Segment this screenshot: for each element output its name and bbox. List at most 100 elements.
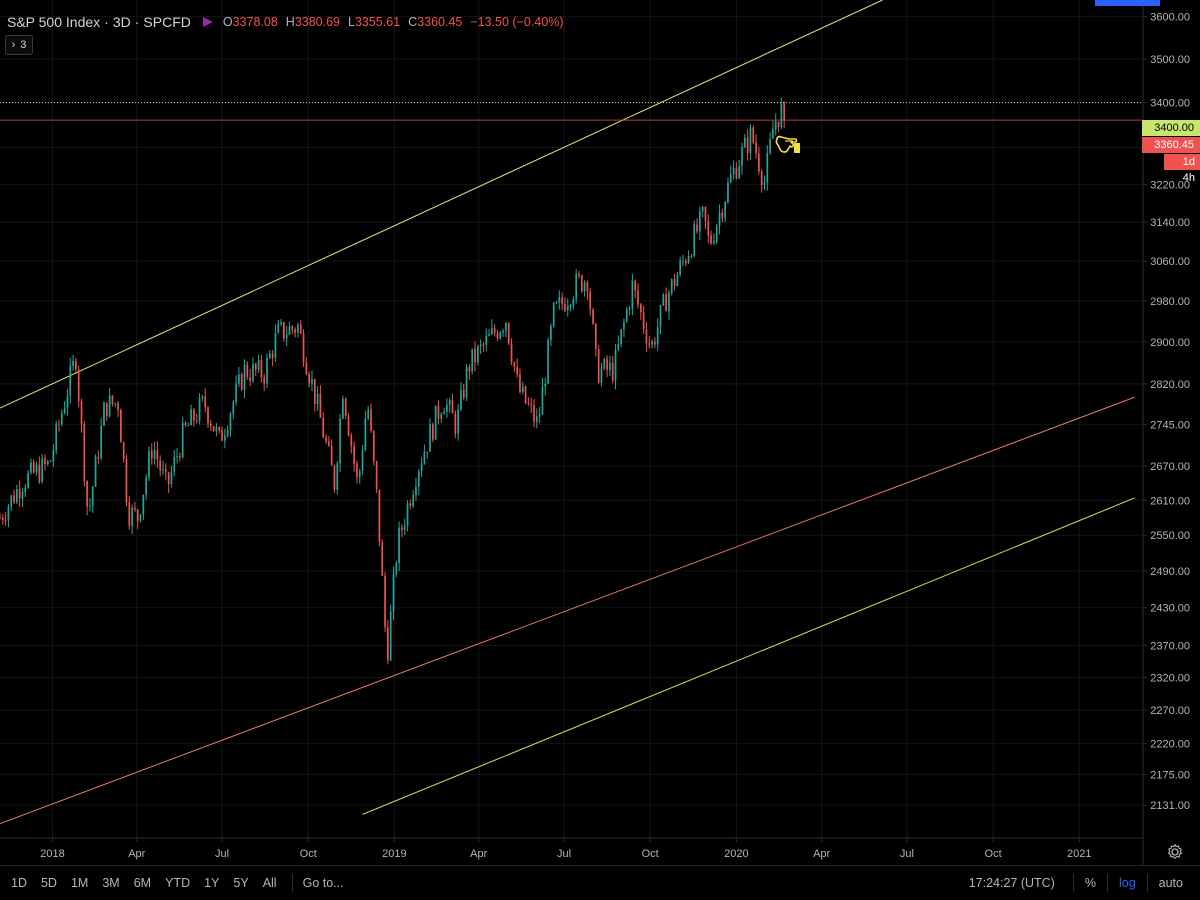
open-value: 3378.08 xyxy=(232,15,278,29)
candle-body xyxy=(328,441,330,446)
candle-body xyxy=(246,364,249,378)
legend-symbol[interactable]: S&P 500 Index xyxy=(7,14,101,30)
channel-lines[interactable] xyxy=(0,0,1135,825)
candle-body xyxy=(530,403,533,406)
candle-body xyxy=(772,129,774,139)
channel-line-lower[interactable] xyxy=(362,497,1135,815)
candle-body xyxy=(263,377,266,384)
time-tick-label: Jul xyxy=(557,848,571,860)
legend-exchange[interactable]: SPCFD xyxy=(143,14,191,30)
candle-body xyxy=(718,212,721,226)
candle-body xyxy=(367,409,370,419)
candle-body xyxy=(44,458,46,464)
price-tick-label: 2370.00 xyxy=(1150,640,1190,652)
candle-body xyxy=(145,477,147,495)
timeframe-ytd-button[interactable]: YTD xyxy=(165,876,191,890)
candle-body xyxy=(299,324,302,334)
candle-body xyxy=(117,403,119,410)
candle-body xyxy=(682,260,684,262)
candle-body xyxy=(142,494,145,515)
candle-body xyxy=(305,362,308,375)
indicators-toggle-button[interactable]: › 3 xyxy=(5,35,33,55)
time-axis[interactable]: 2018 Apr Jul Oct 2019 Apr Jul Oct 2020 Apr Jul Oct 2… xyxy=(40,838,1092,860)
candle-body xyxy=(426,451,429,453)
candle-body xyxy=(49,460,52,462)
timeframe-1d-button[interactable]: 1D xyxy=(11,876,27,890)
candle-body xyxy=(611,362,614,381)
close-value: 3360.45 xyxy=(417,15,463,29)
price-tick-label: 2610.00 xyxy=(1150,495,1190,507)
utc-clock[interactable]: 17:24:27 (UTC) xyxy=(968,876,1055,890)
candle-body xyxy=(645,328,648,344)
candle-body xyxy=(114,403,117,405)
candle-body xyxy=(7,506,10,521)
candle-body xyxy=(139,514,142,521)
percent-scale-toggle[interactable]: % xyxy=(1084,876,1096,890)
price-tick-label: 3400.00 xyxy=(1150,98,1190,110)
timeframe-5d-button[interactable]: 5D xyxy=(40,876,57,890)
candle-body xyxy=(603,359,606,369)
candle-body xyxy=(0,517,1,519)
candle-body xyxy=(38,464,41,482)
timeframe-3m-button[interactable]: 3M xyxy=(102,876,120,890)
high-value: 3380.69 xyxy=(294,15,340,29)
candle-body xyxy=(181,422,184,458)
toolbar-divider xyxy=(1106,874,1108,892)
candle-body xyxy=(401,527,403,531)
candle-body xyxy=(513,361,516,367)
candle-body xyxy=(344,398,347,417)
candle-body xyxy=(412,495,415,507)
candle-body xyxy=(547,340,549,384)
timeframe-5y-button[interactable]: 5Y xyxy=(233,876,249,890)
gear-icon[interactable] xyxy=(1166,843,1184,861)
candle-body xyxy=(156,449,159,460)
candle-body xyxy=(60,413,63,425)
candle-body xyxy=(370,409,372,431)
channel-line-upper[interactable] xyxy=(0,0,883,409)
bottom-toolbar: 1D 5D 1M 3M 6M YTD 1Y 5Y All Go to... 17… xyxy=(0,865,1200,900)
candle-body xyxy=(167,472,170,485)
timeframe-all-button[interactable]: All xyxy=(262,876,277,890)
timeframe-1m-button[interactable]: 1M xyxy=(70,876,89,890)
price-axis[interactable]: 3600.003500.003400.003300.003220.003140.… xyxy=(1143,12,1190,813)
go-to-date-button[interactable]: Go to... xyxy=(302,876,344,890)
auto-scale-toggle[interactable]: auto xyxy=(1158,876,1183,890)
flag-icon[interactable] xyxy=(202,17,213,27)
candle-body xyxy=(704,206,707,221)
candle-body xyxy=(201,396,204,399)
candle-body xyxy=(100,425,103,459)
candle-body xyxy=(687,256,690,263)
candle-body xyxy=(561,297,563,304)
price-lines[interactable] xyxy=(0,102,1143,121)
candle-body xyxy=(77,369,80,402)
log-scale-toggle[interactable]: log xyxy=(1118,876,1136,890)
candle-body xyxy=(454,413,457,434)
candle-body xyxy=(10,495,13,507)
candle-body xyxy=(224,435,226,441)
candle-body xyxy=(356,463,358,477)
candle-body xyxy=(544,383,547,387)
price-chart[interactable]: 3600.003500.003400.003300.003220.003140.… xyxy=(0,0,1200,865)
candle-body xyxy=(699,211,701,232)
candle-body xyxy=(479,344,482,347)
candle-body xyxy=(319,393,322,418)
candle-body xyxy=(32,462,35,473)
candle-body xyxy=(381,542,384,576)
candle-body xyxy=(727,182,729,203)
candle-body xyxy=(52,450,55,462)
horizontal-line-price-label[interactable]: 3400.00 xyxy=(1142,120,1200,136)
candle-body xyxy=(364,418,367,451)
candle-body xyxy=(766,152,769,183)
timeframe-6m-button[interactable]: 6M xyxy=(133,876,152,890)
legend-interval[interactable]: 3D xyxy=(112,14,131,30)
candle-body xyxy=(676,274,679,286)
candle-body xyxy=(240,374,243,390)
candle-body xyxy=(24,487,27,493)
open-key: O xyxy=(222,15,233,29)
timeframe-1y-button[interactable]: 1Y xyxy=(204,876,220,890)
price-tick-label: 2175.00 xyxy=(1150,769,1190,781)
candle-body xyxy=(80,401,83,425)
channel-line-middle[interactable] xyxy=(0,396,1135,825)
candle-body xyxy=(350,435,353,447)
candle-body xyxy=(288,326,291,335)
